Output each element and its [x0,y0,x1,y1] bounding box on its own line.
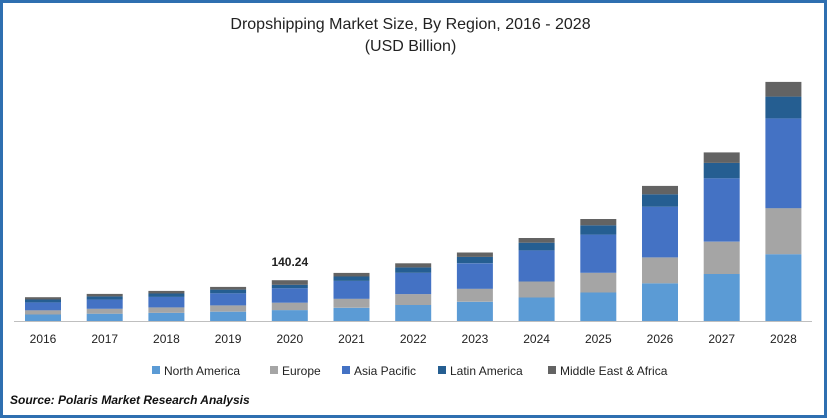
bar-segment-north-america-2020 [271,310,308,321]
bar-segment-latin-america-2024 [518,242,555,251]
bar-segment-europe-2026 [642,257,678,284]
x-tick-label-2016: 2016 [30,332,57,346]
bar-segment-asia-pacific-2016 [25,302,61,311]
bar-segment-asia-pacific-2025 [580,234,617,273]
bar-segment-north-america-2021 [333,307,370,321]
bar-segment-latin-america-2020 [271,284,308,289]
bar-segment-asia-pacific-2026 [642,206,678,258]
bar-segment-north-america-2017 [86,313,123,321]
bar-segment-north-america-2027 [703,274,740,321]
legend-label-north-america: North America [164,364,240,378]
x-tick-label-2022: 2022 [400,332,427,346]
bar-segment-asia-pacific-2023 [456,263,493,289]
bar-segment-north-america-2016 [25,314,61,321]
bar-segment-latin-america-2018 [148,293,185,297]
x-tick-label-2020: 2020 [276,332,303,346]
bar-segment-asia-pacific-2027 [703,178,740,242]
bar-segment-latin-america-2027 [703,162,740,179]
chart-title: Dropshipping Market Size, By Region, 201… [230,16,591,33]
data-label-2020: 140.24 [271,255,308,269]
x-tick-label-2019: 2019 [215,332,242,346]
bar-segment-europe-2016 [25,310,61,315]
bar-segment-middle-east-africa-2018 [148,290,185,294]
legend-label-latin-america: Latin America [450,364,523,378]
bar-segment-middle-east-africa-2028 [765,81,802,97]
chart-subtitle: (USD Billion) [364,38,457,55]
bar-segment-latin-america-2026 [642,194,678,207]
source-note: Source: Polaris Market Research Analysis [10,393,250,407]
x-tick-label-2018: 2018 [153,332,180,346]
bar-segment-asia-pacific-2020 [271,288,308,303]
bar-segment-latin-america-2022 [395,267,432,273]
bar-segment-middle-east-africa-2017 [86,293,123,297]
bar-segment-middle-east-africa-2026 [642,185,678,195]
bar-segment-middle-east-africa-2024 [518,238,555,243]
bar-segment-north-america-2028 [765,254,802,321]
bar-segment-europe-2027 [703,241,740,274]
legend-swatch-north-america [152,366,160,374]
bar-segment-latin-america-2023 [456,256,493,264]
bar-segment-asia-pacific-2022 [395,272,432,295]
bar-segment-asia-pacific-2021 [333,281,370,299]
legend-swatch-middle-east-africa [548,366,556,374]
bar-segment-latin-america-2016 [25,299,61,303]
bar-segment-north-america-2025 [580,292,617,321]
bar-segment-middle-east-africa-2027 [703,152,740,163]
legend-swatch-latin-america [438,366,446,374]
bar-segment-north-america-2018 [148,312,185,321]
bar-segment-north-america-2024 [518,297,555,321]
bar-segment-asia-pacific-2019 [210,293,247,306]
bar-segment-latin-america-2019 [210,289,247,294]
chart-title-block: Dropshipping Market Size, By Region, 201… [0,14,821,58]
bar-segment-middle-east-africa-2021 [333,272,370,277]
bar-segment-north-america-2022 [395,305,432,321]
x-tick-label-2017: 2017 [91,332,118,346]
bar-segment-asia-pacific-2024 [518,250,555,282]
bar-segment-middle-east-africa-2019 [210,286,247,290]
x-tick-label-2021: 2021 [338,332,365,346]
bar-segment-north-america-2023 [456,301,493,321]
x-tick-label-2027: 2027 [708,332,735,346]
bar-segment-latin-america-2025 [580,225,617,235]
bar-segment-asia-pacific-2018 [148,296,185,308]
bar-segment-middle-east-africa-2023 [456,252,493,257]
bar-segment-latin-america-2021 [333,276,370,281]
bar-segment-middle-east-africa-2022 [395,263,432,268]
x-tick-label-2024: 2024 [523,332,550,346]
legend-swatch-asia-pacific [342,366,350,374]
x-tick-label-2025: 2025 [585,332,612,346]
bar-segment-europe-2022 [395,294,432,305]
bar-segment-middle-east-africa-2020 [271,280,308,285]
x-tick-label-2023: 2023 [462,332,489,346]
bar-segment-europe-2024 [518,281,555,298]
bar-segment-north-america-2026 [642,283,678,321]
bar-segment-latin-america-2028 [765,96,802,119]
x-tick-label-2026: 2026 [647,332,674,346]
legend-label-middle-east-africa: Middle East & Africa [560,364,668,378]
bar-segment-asia-pacific-2017 [86,299,123,309]
bar-segment-europe-2017 [86,308,123,314]
legend-label-europe: Europe [282,364,321,378]
legend-label-asia-pacific: Asia Pacific [354,364,416,378]
x-tick-label-2028: 2028 [770,332,797,346]
bar-segment-europe-2020 [271,302,308,311]
bar-segment-europe-2019 [210,305,247,312]
bar-segment-middle-east-africa-2016 [25,297,61,300]
bar-segment-latin-america-2017 [86,296,123,300]
bar-segment-europe-2028 [765,208,802,255]
bar-segment-europe-2025 [580,272,617,293]
bar-segment-europe-2018 [148,307,185,313]
bar-segment-europe-2021 [333,298,370,308]
bar-segment-asia-pacific-2028 [765,118,802,209]
bar-segment-middle-east-africa-2025 [580,219,617,226]
legend-swatch-europe [270,366,278,374]
bar-segment-north-america-2019 [210,311,247,321]
bar-segment-europe-2023 [456,288,493,302]
